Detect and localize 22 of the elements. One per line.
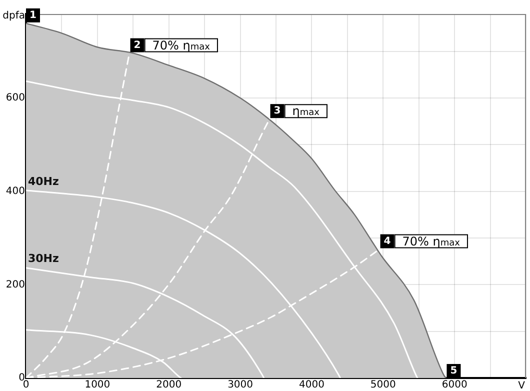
x-axis-title: V [518, 380, 526, 391]
annotation: 4 [384, 236, 391, 247]
annotation: ηmax [292, 104, 320, 118]
y-tick-label: 400 [6, 186, 25, 197]
annotation: 70% ηmax [402, 234, 461, 248]
series-label: 30Hz [28, 252, 59, 266]
x-tick-label: 3000 [228, 380, 254, 391]
annotation: 1 [30, 10, 37, 21]
annotation: 2 [134, 40, 141, 51]
x-tick-label: 4000 [298, 380, 324, 391]
y-tick-label: 600 [6, 92, 25, 104]
x-tick-label: 1000 [84, 380, 110, 391]
x-tick-label: 5000 [370, 380, 396, 391]
annotation: 3 [274, 106, 281, 117]
annotation: 5 [450, 366, 458, 377]
x-tick-label: 6000 [442, 380, 468, 391]
y-tick-label: 200 [6, 279, 25, 290]
annotation: 70% ηmax [152, 38, 211, 52]
y-axis-title: dpfa [2, 10, 25, 22]
x-tick-label: 2000 [156, 380, 182, 391]
series-label: 40Hz [28, 174, 59, 188]
y-tick-label: 0 [18, 372, 25, 384]
